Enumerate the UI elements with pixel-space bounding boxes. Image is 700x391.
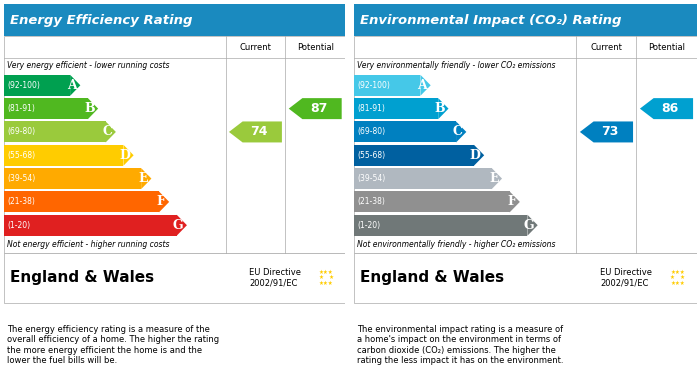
Bar [354,168,491,189]
Bar [4,168,141,189]
Bar [354,253,696,303]
Bar [354,98,438,119]
Bar [4,215,176,236]
Text: 73: 73 [601,126,619,138]
Text: C: C [102,126,113,138]
Polygon shape [421,75,430,96]
Bar [354,192,510,212]
FancyBboxPatch shape [4,4,345,36]
Polygon shape [491,168,502,189]
Text: B: B [84,102,95,115]
Text: Not environmentally friendly - higher CO₂ emissions: Not environmentally friendly - higher CO… [357,240,555,249]
Bar [4,36,345,253]
Text: ★★★
★   ★
★★★: ★★★ ★ ★ ★★★ [318,269,334,286]
Text: Very energy efficient - lower running costs: Very energy efficient - lower running co… [7,61,169,70]
Bar [354,215,527,236]
Text: Very environmentally friendly - lower CO₂ emissions: Very environmentally friendly - lower CO… [357,61,555,70]
Polygon shape [510,192,520,212]
Text: (1-20): (1-20) [7,221,30,230]
Text: E: E [139,172,148,185]
Text: G: G [173,219,183,232]
Text: (81-91): (81-91) [357,104,385,113]
Text: D: D [120,149,130,162]
Text: (21-38): (21-38) [7,197,35,206]
Text: 87: 87 [310,102,328,115]
Text: (81-91): (81-91) [7,104,35,113]
Text: Potential: Potential [648,43,685,52]
Text: England & Wales: England & Wales [10,271,155,285]
Polygon shape [580,122,633,142]
Text: ★★★
★   ★
★★★: ★★★ ★ ★ ★★★ [670,269,685,286]
Bar [4,253,345,303]
Text: (39-54): (39-54) [357,174,385,183]
Text: F: F [157,196,166,208]
Text: England & Wales: England & Wales [360,271,505,285]
Bar [4,98,88,119]
Text: Current: Current [591,43,622,52]
Text: The energy efficiency rating is a measure of the
overall efficiency of a home. T: The energy efficiency rating is a measur… [7,325,219,365]
Polygon shape [288,98,342,119]
Polygon shape [474,145,484,166]
Text: F: F [508,196,517,208]
Bar [4,75,70,96]
Text: The environmental impact rating is a measure of
a home's impact on the environme: The environmental impact rating is a mea… [357,325,564,365]
Text: Energy Efficiency Rating: Energy Efficiency Rating [10,14,192,27]
Polygon shape [70,75,80,96]
FancyBboxPatch shape [354,4,696,36]
Polygon shape [141,168,151,189]
Polygon shape [438,98,449,119]
Text: C: C [453,126,463,138]
Bar [4,145,123,166]
Text: B: B [435,102,445,115]
Polygon shape [106,122,116,142]
Text: EU Directive
2002/91/EC: EU Directive 2002/91/EC [249,268,302,288]
Text: A: A [417,79,427,92]
Text: A: A [67,79,77,92]
Polygon shape [229,122,282,142]
Bar [354,145,474,166]
Bar [354,122,456,142]
Polygon shape [527,215,538,236]
Polygon shape [456,122,466,142]
Bar [354,75,421,96]
Bar [4,192,159,212]
Text: Potential: Potential [297,43,334,52]
Polygon shape [176,215,187,236]
Text: G: G [524,219,534,232]
Text: (69-80): (69-80) [7,127,35,136]
Text: (55-68): (55-68) [357,151,385,160]
Text: Environmental Impact (CO₂) Rating: Environmental Impact (CO₂) Rating [360,14,622,27]
Text: E: E [489,172,498,185]
Text: (69-80): (69-80) [357,127,385,136]
Text: Current: Current [239,43,272,52]
Bar [354,36,696,253]
Polygon shape [159,192,169,212]
Polygon shape [88,98,98,119]
Text: (92-100): (92-100) [357,81,390,90]
Text: (55-68): (55-68) [7,151,35,160]
Text: (1-20): (1-20) [357,221,380,230]
Polygon shape [123,145,134,166]
Text: D: D [470,149,481,162]
Text: Not energy efficient - higher running costs: Not energy efficient - higher running co… [7,240,169,249]
Text: EU Directive
2002/91/EC: EU Directive 2002/91/EC [601,268,652,288]
Bar [4,122,106,142]
Text: (39-54): (39-54) [7,174,35,183]
Text: 86: 86 [662,102,678,115]
Text: (21-38): (21-38) [357,197,385,206]
Polygon shape [640,98,693,119]
Text: (92-100): (92-100) [7,81,40,90]
Text: 74: 74 [250,126,267,138]
